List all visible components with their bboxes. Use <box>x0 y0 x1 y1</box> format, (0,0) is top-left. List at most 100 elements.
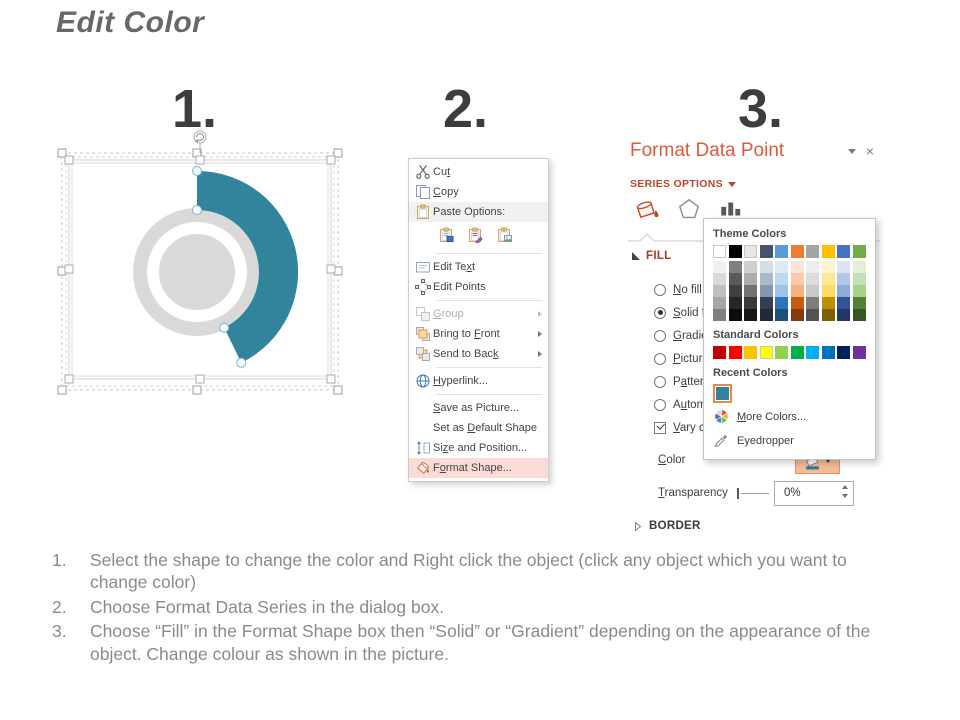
color-swatch[interactable] <box>806 273 819 285</box>
color-swatch[interactable] <box>852 309 866 321</box>
radio-button[interactable] <box>654 283 666 296</box>
color-swatch[interactable] <box>790 245 804 258</box>
color-swatch[interactable] <box>821 309 835 321</box>
color-swatch[interactable] <box>806 285 819 297</box>
paste-special-icon[interactable] <box>464 224 486 246</box>
color-swatch[interactable] <box>806 297 819 309</box>
color-swatch[interactable] <box>837 285 850 297</box>
color-swatch[interactable] <box>821 285 835 297</box>
color-swatch[interactable] <box>759 297 773 309</box>
transparency-slider-track[interactable] <box>741 493 769 494</box>
effects-tab-icon[interactable] <box>676 196 702 225</box>
transparency-spinner[interactable]: 0% <box>774 481 854 506</box>
color-swatch[interactable] <box>837 297 850 309</box>
color-swatch[interactable] <box>728 273 742 285</box>
color-swatch[interactable] <box>837 273 850 285</box>
color-swatch[interactable] <box>759 309 773 321</box>
color-swatch[interactable] <box>713 245 726 258</box>
series-options-tab-icon[interactable] <box>718 196 744 225</box>
color-swatch[interactable] <box>713 273 726 285</box>
color-swatch[interactable] <box>837 261 850 273</box>
color-swatch[interactable] <box>713 261 726 273</box>
color-swatch[interactable] <box>852 285 866 297</box>
rotate-handle-icon[interactable] <box>193 130 207 144</box>
color-swatch[interactable] <box>790 285 804 297</box>
color-swatch[interactable] <box>713 285 726 297</box>
more-colors-item[interactable]: More Colors... <box>713 406 866 427</box>
color-swatch[interactable] <box>759 346 773 359</box>
color-swatch[interactable] <box>837 245 850 258</box>
color-swatch[interactable] <box>728 261 742 273</box>
panel-collapse-icon[interactable] <box>847 148 856 154</box>
color-swatch[interactable] <box>790 346 804 359</box>
menu-item-copy[interactable]: Copy <box>409 182 548 202</box>
checkbox[interactable] <box>654 421 666 434</box>
color-swatch[interactable] <box>744 346 757 359</box>
border-section-header[interactable]: BORDER <box>634 520 701 532</box>
color-swatch[interactable] <box>852 297 866 309</box>
paste-keep-formatting-icon[interactable] <box>435 224 457 246</box>
color-swatch[interactable] <box>806 245 819 258</box>
menu-item-format-shape[interactable]: Format Shape... <box>409 458 548 478</box>
color-swatch[interactable] <box>852 346 866 359</box>
paste-picture-icon[interactable] <box>493 224 515 246</box>
fill-option-no-fill[interactable]: No fill <box>654 278 775 301</box>
color-swatch[interactable] <box>806 309 819 321</box>
radio-button[interactable] <box>654 306 666 319</box>
color-swatch[interactable] <box>790 297 804 309</box>
color-swatch[interactable] <box>759 245 773 258</box>
color-swatch[interactable] <box>775 309 788 321</box>
color-swatch[interactable] <box>759 261 773 273</box>
transparency-slider-thumb[interactable] <box>737 488 739 499</box>
color-swatch[interactable] <box>775 261 788 273</box>
color-swatch[interactable] <box>744 285 757 297</box>
color-swatch[interactable] <box>806 261 819 273</box>
color-swatch[interactable] <box>821 273 835 285</box>
color-swatch[interactable] <box>728 285 742 297</box>
color-swatch[interactable] <box>744 245 757 258</box>
spinner-down-icon[interactable] <box>842 494 848 498</box>
radio-button[interactable] <box>654 398 666 411</box>
color-swatch[interactable] <box>821 297 835 309</box>
color-swatch[interactable] <box>837 346 850 359</box>
menu-item-paste-options[interactable]: Paste Options: <box>409 202 548 222</box>
menu-item-hyperlink[interactable]: Hyperlink... <box>409 371 548 391</box>
menu-item-bring-to-front[interactable]: Bring to Front <box>409 324 548 344</box>
color-swatch[interactable] <box>713 346 726 359</box>
color-swatch[interactable] <box>790 309 804 321</box>
color-swatch[interactable] <box>744 261 757 273</box>
color-swatch[interactable] <box>744 297 757 309</box>
menu-item-send-to-back[interactable]: Send to Back <box>409 344 548 364</box>
radio-button[interactable] <box>654 352 666 365</box>
radio-button[interactable] <box>654 329 666 342</box>
recent-color-swatch-selected[interactable] <box>713 384 732 403</box>
series-options-selector[interactable]: SERIES OPTIONS <box>630 178 736 190</box>
menu-item-edit-text[interactable]: Edit Text <box>409 257 548 277</box>
menu-item-edit-points[interactable]: Edit Points <box>409 277 548 297</box>
menu-item-save-as-picture[interactable]: Save as Picture... <box>409 398 548 418</box>
color-swatch[interactable] <box>759 273 773 285</box>
color-swatch[interactable] <box>728 309 742 321</box>
color-swatch[interactable] <box>852 273 866 285</box>
color-swatch[interactable] <box>759 285 773 297</box>
color-swatch[interactable] <box>806 346 819 359</box>
plot-selection-handles[interactable] <box>64 155 336 384</box>
fill-section-header[interactable]: FILL <box>632 250 671 262</box>
menu-item-size-and-position[interactable]: Size and Position... <box>409 438 548 458</box>
eyedropper-item[interactable]: Eyedropper <box>713 430 866 451</box>
fill-line-tab-icon[interactable] <box>634 196 660 225</box>
color-swatch[interactable] <box>713 297 726 309</box>
color-swatch[interactable] <box>821 346 835 359</box>
radio-button[interactable] <box>654 375 666 388</box>
color-swatch[interactable] <box>728 346 742 359</box>
spinner-up-icon[interactable] <box>842 485 848 489</box>
color-swatch[interactable] <box>821 245 835 258</box>
selected-chart[interactable] <box>50 125 362 407</box>
menu-item-cut[interactable]: Cut <box>409 162 548 182</box>
menu-item-set-as-default-shape[interactable]: Set as Default Shape <box>409 418 548 438</box>
color-swatch[interactable] <box>728 297 742 309</box>
color-swatch[interactable] <box>713 309 726 321</box>
panel-close-icon[interactable]: × <box>865 143 874 159</box>
color-swatch[interactable] <box>852 261 866 273</box>
color-swatch[interactable] <box>821 261 835 273</box>
